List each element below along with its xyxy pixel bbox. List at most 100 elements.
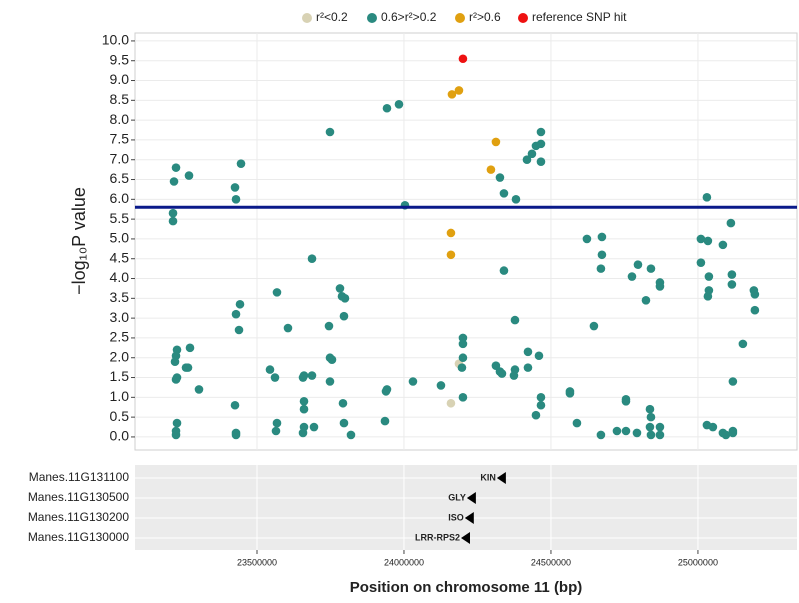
data-point xyxy=(270,373,280,382)
legend-marker xyxy=(302,13,312,23)
data-point xyxy=(646,412,656,422)
x-tick-label: 25000000 xyxy=(678,557,718,567)
data-point xyxy=(171,163,181,172)
data-point xyxy=(235,299,245,309)
data-point xyxy=(582,234,592,244)
y-tick-label: 6.5 xyxy=(110,170,130,186)
y-tick-label: 6.0 xyxy=(110,190,130,206)
y-tick-label: 5.5 xyxy=(110,210,130,226)
data-point xyxy=(394,99,404,109)
legend-label: r²>0.6 xyxy=(469,10,501,24)
data-point xyxy=(510,315,520,325)
data-point xyxy=(324,321,334,331)
gene-label: ISO xyxy=(448,512,464,522)
data-point xyxy=(458,54,468,64)
data-point xyxy=(171,430,181,440)
data-point xyxy=(457,363,467,372)
data-point xyxy=(458,393,468,402)
data-point xyxy=(436,381,446,390)
data-point xyxy=(185,343,195,353)
data-point xyxy=(596,430,606,440)
data-point xyxy=(597,232,607,242)
gene-arrow xyxy=(496,472,506,484)
data-point xyxy=(497,369,507,378)
data-point xyxy=(536,400,546,410)
data-point xyxy=(194,385,204,394)
data-point xyxy=(184,171,194,180)
y-tick-label: 5.0 xyxy=(110,230,130,246)
data-point xyxy=(234,325,244,335)
data-point xyxy=(565,389,575,398)
data-point xyxy=(596,264,606,273)
data-point xyxy=(499,189,509,198)
data-point xyxy=(169,177,179,186)
data-point xyxy=(589,321,599,331)
data-point xyxy=(655,430,665,440)
data-point xyxy=(572,418,582,428)
y-axis-title: −log₁₀P value xyxy=(69,187,89,295)
data-point xyxy=(380,416,390,426)
data-point xyxy=(704,272,714,281)
data-point xyxy=(696,258,706,267)
data-point xyxy=(340,294,350,303)
data-point xyxy=(298,428,308,438)
legend-marker xyxy=(455,13,465,23)
data-point xyxy=(346,430,356,440)
y-tick-label: 7.5 xyxy=(110,131,130,147)
data-point xyxy=(728,428,738,438)
y-tick-label: 10.0 xyxy=(102,32,129,48)
data-point xyxy=(325,377,335,386)
data-point xyxy=(621,396,631,406)
data-point xyxy=(183,363,193,372)
data-point xyxy=(230,400,240,410)
data-point xyxy=(536,393,546,402)
data-point xyxy=(696,234,706,244)
gene-name: Manes.11G130000 xyxy=(28,530,130,544)
legend-label: 0.6>r²>0.2 xyxy=(381,10,437,24)
y-tick-label: 7.0 xyxy=(110,150,130,166)
data-point xyxy=(708,422,718,432)
y-tick-label: 9.0 xyxy=(110,71,130,87)
y-tick-label: 3.5 xyxy=(110,289,130,305)
data-point xyxy=(307,371,317,380)
data-point xyxy=(645,422,655,432)
data-point xyxy=(536,139,546,149)
data-point xyxy=(458,339,468,349)
data-point xyxy=(446,398,456,408)
data-point xyxy=(632,428,642,438)
data-point xyxy=(170,357,180,366)
marks xyxy=(168,54,760,440)
data-point xyxy=(339,418,349,428)
data-point xyxy=(536,127,546,137)
data-point xyxy=(738,339,748,349)
gene-name: Manes.11G130500 xyxy=(28,490,130,504)
data-point xyxy=(612,426,622,436)
y-tick-label: 1.5 xyxy=(110,368,130,384)
data-point xyxy=(726,218,736,228)
data-point xyxy=(335,284,345,293)
data-point xyxy=(511,195,521,204)
y-tick-label: 4.5 xyxy=(110,249,130,265)
y-tick-label: 0.0 xyxy=(110,428,130,444)
y-tick-label: 1.0 xyxy=(110,388,130,404)
data-point xyxy=(307,254,317,264)
data-point xyxy=(325,127,335,137)
data-point xyxy=(272,418,282,428)
x-tick-label: 24500000 xyxy=(531,557,571,567)
data-point xyxy=(446,228,456,238)
data-point xyxy=(271,426,281,436)
data-point xyxy=(408,377,418,386)
data-point xyxy=(522,155,532,165)
data-point xyxy=(458,353,468,363)
data-point xyxy=(265,365,275,374)
data-point xyxy=(272,288,282,297)
data-point xyxy=(633,260,643,269)
data-point xyxy=(727,270,737,279)
data-point xyxy=(454,86,464,95)
data-point xyxy=(447,90,457,99)
gene-arrow xyxy=(464,512,474,524)
gene-arrow xyxy=(461,532,471,544)
gene-name: Manes.11G131100 xyxy=(29,470,130,484)
data-point xyxy=(523,363,533,372)
data-point xyxy=(727,280,737,289)
